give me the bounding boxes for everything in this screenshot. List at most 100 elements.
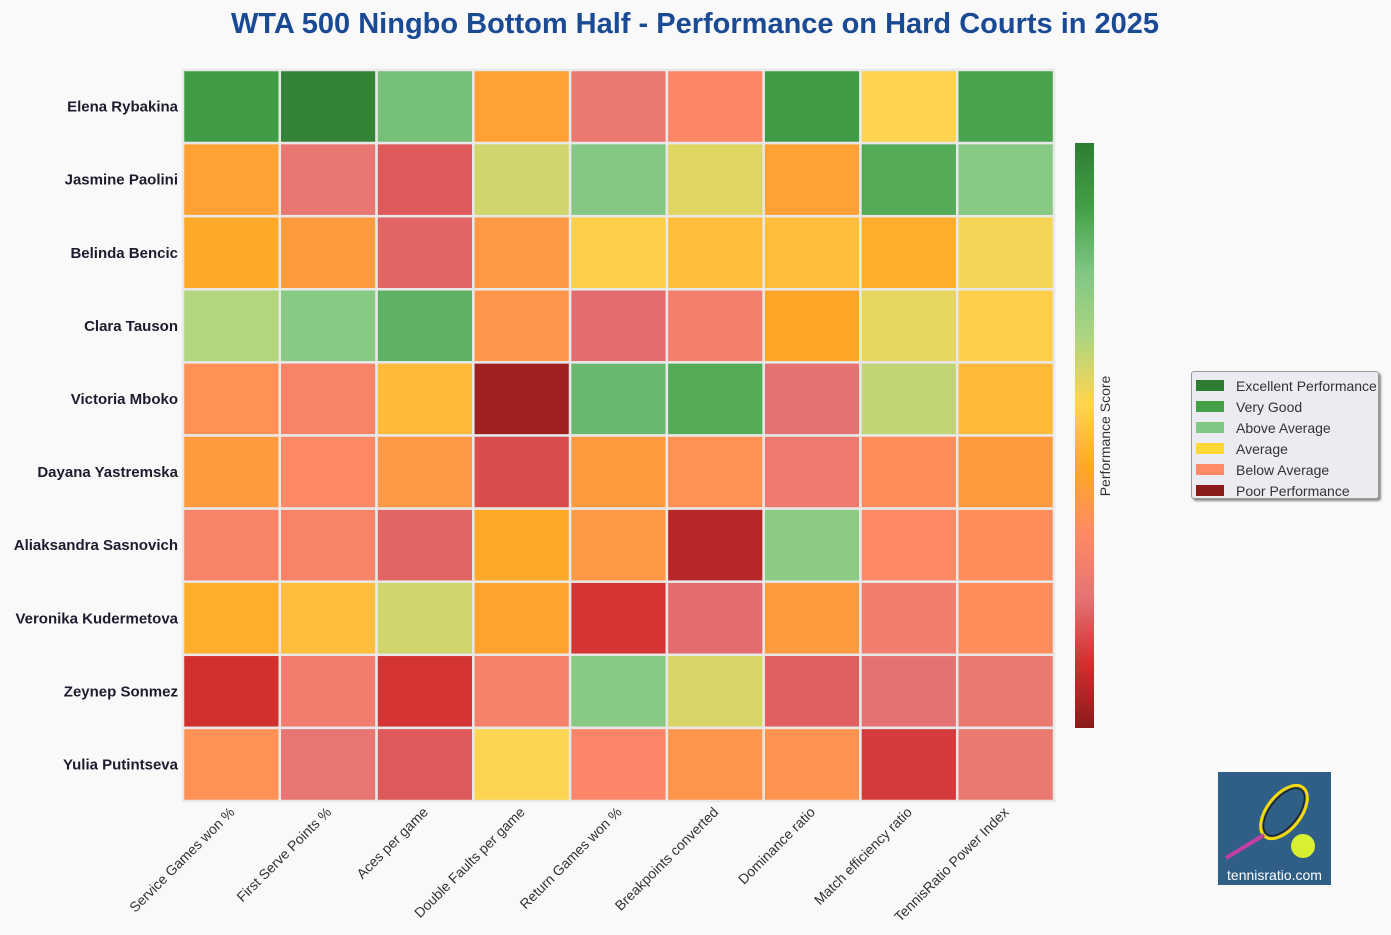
heatmap-cell xyxy=(278,653,378,730)
heatmap-cell xyxy=(859,507,959,583)
heatmap-cell xyxy=(762,653,862,730)
legend-item: Average xyxy=(1196,438,1378,459)
heatmap-cell xyxy=(665,653,765,730)
legend-swatch xyxy=(1196,464,1224,475)
row-label: Yulia Putintseva xyxy=(63,756,179,773)
row-labels: Elena Rybakina Jasmine Paolini Belinda Ben… xyxy=(14,99,179,774)
column-label: Aces per game xyxy=(353,804,431,882)
heatmap-cell xyxy=(665,141,765,218)
heatmap-cell xyxy=(762,434,862,510)
heatmap-cell xyxy=(568,434,669,510)
legend-label: Average xyxy=(1236,440,1288,457)
row-label: Elena Rybakina xyxy=(67,99,179,116)
heatmap-cell xyxy=(472,68,572,145)
heatmap-cell xyxy=(375,580,475,657)
legend-swatch xyxy=(1196,443,1224,454)
heatmap-cell xyxy=(278,214,378,291)
heatmap-cell xyxy=(375,141,475,218)
heatmap-cell xyxy=(665,214,765,291)
heatmap-cell xyxy=(955,288,1056,364)
heatmap-cell xyxy=(665,68,765,145)
heatmap-cell xyxy=(568,214,669,291)
heatmap-cell xyxy=(568,653,669,730)
heatmap-cell xyxy=(375,726,475,803)
column-label: TennisRatio Power Index xyxy=(891,804,1012,925)
heatmap-cell xyxy=(859,288,959,364)
heatmap-cell xyxy=(181,580,282,657)
heatmap-cell xyxy=(762,141,862,218)
column-labels: Service Games won %First Serve Points % A… xyxy=(126,804,1012,925)
heatmap-cell xyxy=(375,434,475,510)
heatmap-cell xyxy=(568,141,669,218)
heatmap-cell xyxy=(955,434,1056,510)
column-label: Match efficiency ratio xyxy=(811,804,915,908)
heatmap-cell xyxy=(375,214,475,291)
heatmap-cell xyxy=(181,653,282,730)
heatmap-cell xyxy=(181,214,282,291)
heatmap-cell xyxy=(762,361,862,437)
legend-label: Poor Performance xyxy=(1236,482,1350,499)
heatmap-cell xyxy=(472,214,572,291)
heatmap-cell xyxy=(762,68,862,145)
row-label: Clara Tauson xyxy=(84,318,178,335)
heatmap-cell xyxy=(181,507,282,583)
heatmap-cell xyxy=(665,507,765,583)
heatmap-cell xyxy=(278,141,378,218)
heatmap-cell xyxy=(472,653,572,730)
legend-swatch xyxy=(1196,485,1224,496)
column-label: Service Games won % xyxy=(126,804,237,915)
heatmap-cell xyxy=(955,653,1056,730)
heatmap-cell xyxy=(472,507,572,583)
heatmap-cell xyxy=(472,288,572,364)
heatmap-cell xyxy=(762,288,862,364)
row-label: Veronika Kudermetova xyxy=(15,610,178,627)
heatmap-cell xyxy=(859,68,959,145)
heatmap-cell xyxy=(665,726,765,803)
legend-item: Above Average xyxy=(1196,417,1378,438)
tennisratio-logo: tennisratio.com xyxy=(1218,772,1331,885)
column-label: Return Games won % xyxy=(516,804,624,912)
heatmap-cell xyxy=(278,288,378,364)
heatmap-cell xyxy=(472,580,572,657)
heatmap-cell xyxy=(762,507,862,583)
heatmap-cell xyxy=(472,141,572,218)
row-label: Victoria Mboko xyxy=(71,391,178,408)
heatmap-cell xyxy=(181,726,282,803)
column-label: First Serve Points % xyxy=(233,804,334,905)
heatmap-cell xyxy=(665,580,765,657)
legend-item: Very Good xyxy=(1196,396,1378,417)
tennis-racket-ball-icon xyxy=(1224,783,1315,860)
heatmap-cell xyxy=(665,434,765,510)
heatmap-cell xyxy=(955,507,1056,583)
chart-title: WTA 500 Ningbo Bottom Half - Performance… xyxy=(231,8,1159,40)
heatmap-cell xyxy=(181,141,282,218)
legend-label: Below Average xyxy=(1236,461,1330,478)
row-label: Belinda Bencic xyxy=(70,245,178,262)
heatmap-cell xyxy=(859,361,959,437)
legend: Excellent Performance Very Good Above Aver… xyxy=(1191,371,1379,499)
heatmap-cell xyxy=(568,507,669,583)
heatmap-cell xyxy=(665,288,765,364)
row-label: Zeynep Sonmez xyxy=(64,683,178,700)
heatmap-cell xyxy=(859,726,959,803)
heatmap-cell xyxy=(955,361,1056,437)
heatmap-cell xyxy=(859,141,959,218)
heatmap-cell xyxy=(568,580,669,657)
heatmap-cell xyxy=(762,580,862,657)
heatmap-cell xyxy=(181,68,282,145)
legend-label: Excellent Performance xyxy=(1236,377,1377,394)
heatmap-cell xyxy=(568,726,669,803)
heatmap-cell xyxy=(955,214,1056,291)
heatmap-cell xyxy=(472,434,572,510)
heatmap-cell xyxy=(665,361,765,437)
legend-item: Below Average xyxy=(1196,459,1378,480)
legend-label: Very Good xyxy=(1236,398,1303,415)
heatmap-cell xyxy=(375,288,475,364)
heatmap-cell xyxy=(278,726,378,803)
heatmap-cell xyxy=(278,434,378,510)
heatmap-cell xyxy=(278,361,378,437)
heatmap-cell xyxy=(375,361,475,437)
legend-swatch xyxy=(1196,380,1224,391)
row-label: Jasmine Paolini xyxy=(65,172,178,189)
